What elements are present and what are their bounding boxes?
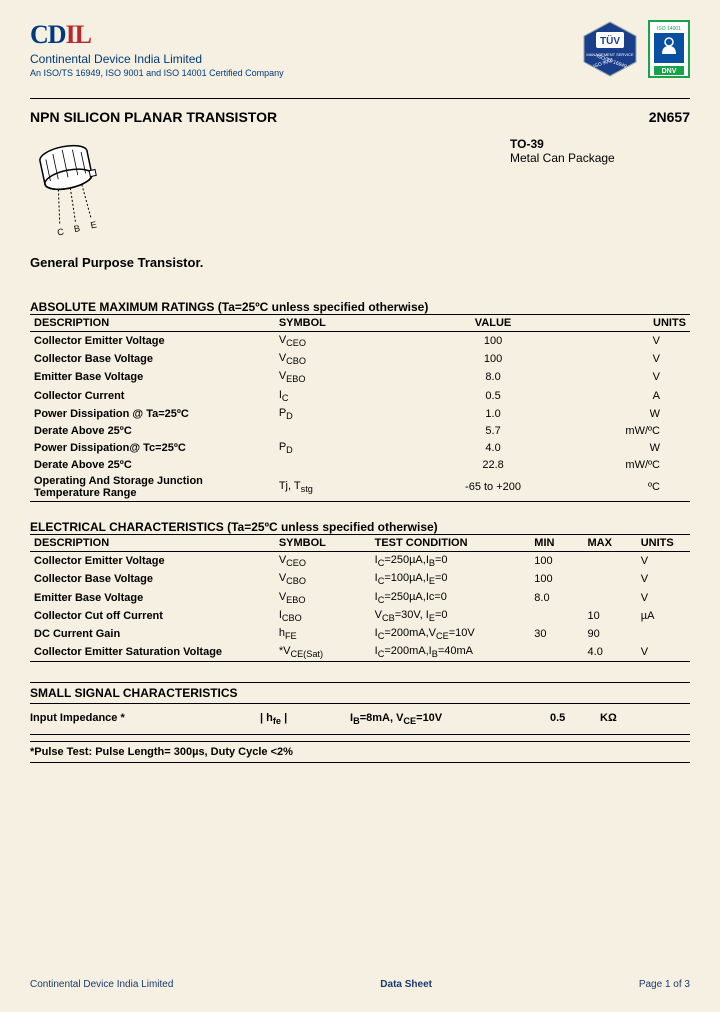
- abs-table: DESCRIPTIONSYMBOLVALUEUNITS Collector Em…: [30, 314, 690, 502]
- table-row: Collector Emitter Saturation Voltage*VCE…: [30, 643, 690, 662]
- package-info: TO-39 Metal Can Package: [510, 137, 690, 165]
- table-row: Power Dissipation@ Tc=25ºCPD4.0W: [30, 439, 690, 457]
- pkg-code: TO-39: [510, 137, 690, 151]
- table-row: Derate Above 25ºC22.8mW/ºC: [30, 457, 690, 473]
- logo-il: IL: [66, 20, 91, 49]
- doc-title: NPN SILICON PLANAR TRANSISTOR: [30, 109, 277, 125]
- svg-text:ISO 14001: ISO 14001: [657, 26, 681, 32]
- svg-text:E: E: [90, 219, 98, 230]
- table-row: Collector Cut off CurrentICBOVCB=30V, IE…: [30, 607, 690, 625]
- ssc-sym: | hfe |: [260, 712, 350, 726]
- table-row: Collector Emitter VoltageVCEO100V: [30, 332, 690, 351]
- table-row: Power Dissipation @ Ta=25ºCPD1.0W: [30, 405, 690, 423]
- elec-table: DESCRIPTIONSYMBOLTEST CONDITIONMINMAXUNI…: [30, 534, 690, 662]
- title-row: NPN SILICON PLANAR TRANSISTOR 2N657: [30, 109, 690, 125]
- header: CDIL Continental Device India Limited An…: [30, 20, 690, 78]
- footer-right: Page 1 of 3: [639, 979, 690, 990]
- pkg-desc: Metal Can Package: [510, 151, 690, 165]
- logo: CDIL: [30, 20, 284, 50]
- table-row: Operating And Storage Junction Temperatu…: [30, 473, 690, 502]
- table-row: Emitter Base VoltageVEBO8.0V: [30, 368, 690, 386]
- svg-text:C: C: [56, 226, 65, 236]
- table-row: Emitter Base VoltageVEBOIC=250µA,Ic=08.0…: [30, 589, 690, 607]
- table-row: DC Current GainhFEIC=200mA,VCE=10V3090: [30, 625, 690, 643]
- svg-text:DNV: DNV: [662, 68, 677, 75]
- ssc-desc: Input Impedance *: [30, 712, 260, 726]
- table-row: Collector Emitter VoltageVCEOIC=250µA,IB…: [30, 552, 690, 571]
- ssc-unit: KΩ: [600, 712, 650, 726]
- logo-block: CDIL Continental Device India Limited An…: [30, 20, 284, 78]
- footer-center: Data Sheet: [380, 979, 432, 990]
- dnv-badge-icon: ISO 14001 DNV: [648, 20, 690, 78]
- package-row: C B E TO-39 Metal Can Package: [30, 131, 690, 247]
- ssc-min: [500, 712, 550, 726]
- to39-can-icon: C B E: [30, 136, 120, 236]
- abs-heading: ABSOLUTE MAXIMUM RATINGS (Ta=25ºC unless…: [30, 300, 690, 314]
- ssc-row: Input Impedance * | hfe | IB=8mA, VCE=10…: [30, 704, 690, 735]
- ssc-cond: IB=8mA, VCE=10V: [350, 712, 500, 726]
- table-row: Collector Base VoltageVCBOIC=100µA,IE=01…: [30, 570, 690, 588]
- cert-line: An ISO/TS 16949, ISO 9001 and ISO 14001 …: [30, 68, 284, 78]
- table-row: Collector Base VoltageVCBO100V: [30, 350, 690, 368]
- cert-badges: TÜV MANAGEMENT SERVICE ISO 9001 ISO/TS 1…: [578, 20, 690, 78]
- logo-cd: CD: [30, 20, 66, 49]
- package-image: C B E: [30, 131, 120, 247]
- subtitle: General Purpose Transistor.: [30, 255, 690, 270]
- ssc-heading: SMALL SIGNAL CHARACTERISTICS: [30, 682, 690, 704]
- divider: [30, 98, 690, 99]
- ssc-max: 0.5: [550, 712, 600, 726]
- tuv-badge-icon: TÜV MANAGEMENT SERVICE ISO 9001 ISO/TS 1…: [578, 20, 642, 78]
- svg-text:MANAGEMENT SERVICE: MANAGEMENT SERVICE: [586, 52, 634, 57]
- svg-text:TÜV: TÜV: [600, 34, 620, 47]
- footnote: *Pulse Test: Pulse Length= 300µs, Duty C…: [30, 741, 690, 763]
- footer: Continental Device India Limited Data Sh…: [30, 979, 690, 990]
- elec-heading: ELECTRICAL CHARACTERISTICS (Ta=25ºC unle…: [30, 520, 690, 534]
- company-name: Continental Device India Limited: [30, 52, 284, 66]
- footer-left: Continental Device India Limited: [30, 979, 173, 990]
- part-number: 2N657: [649, 109, 690, 125]
- svg-text:B: B: [73, 223, 81, 234]
- table-row: Derate Above 25ºC5.7mW/ºC: [30, 423, 690, 439]
- table-row: Collector CurrentIC0.5A: [30, 387, 690, 405]
